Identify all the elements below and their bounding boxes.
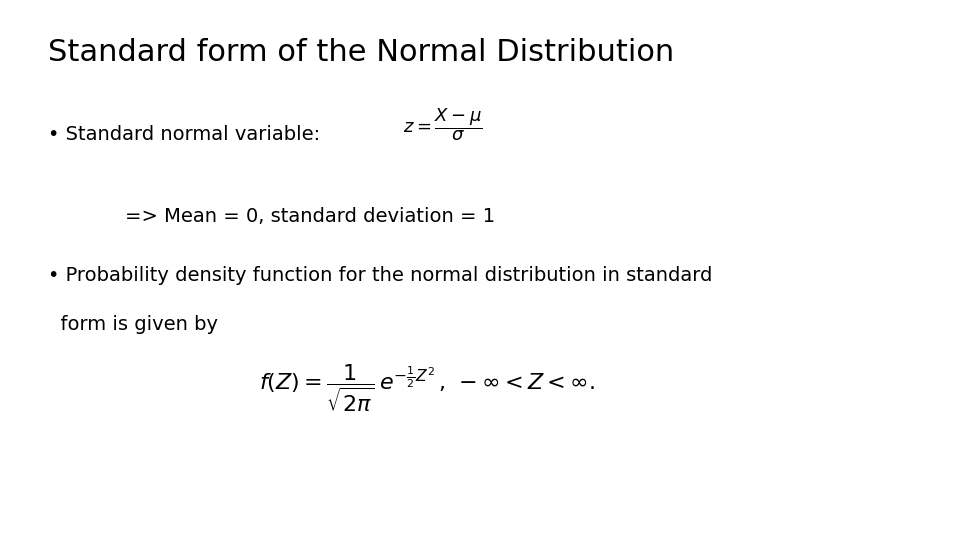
- Text: Standard form of the Normal Distribution: Standard form of the Normal Distribution: [48, 38, 674, 67]
- Text: • Probability density function for the normal distribution in standard: • Probability density function for the n…: [48, 266, 712, 285]
- Text: form is given by: form is given by: [48, 314, 218, 334]
- Text: $z = \dfrac{X-\mu}{\sigma}$: $z = \dfrac{X-\mu}{\sigma}$: [403, 106, 483, 143]
- Text: => Mean = 0, standard deviation = 1: => Mean = 0, standard deviation = 1: [125, 206, 495, 226]
- Text: • Standard normal variable:: • Standard normal variable:: [48, 125, 320, 145]
- Text: $f(Z) = \dfrac{1}{\sqrt{2\pi}}\,e^{-\frac{1}{2}Z^2}\,,\,-\infty < Z < \infty.$: $f(Z) = \dfrac{1}{\sqrt{2\pi}}\,e^{-\fra…: [259, 363, 595, 415]
